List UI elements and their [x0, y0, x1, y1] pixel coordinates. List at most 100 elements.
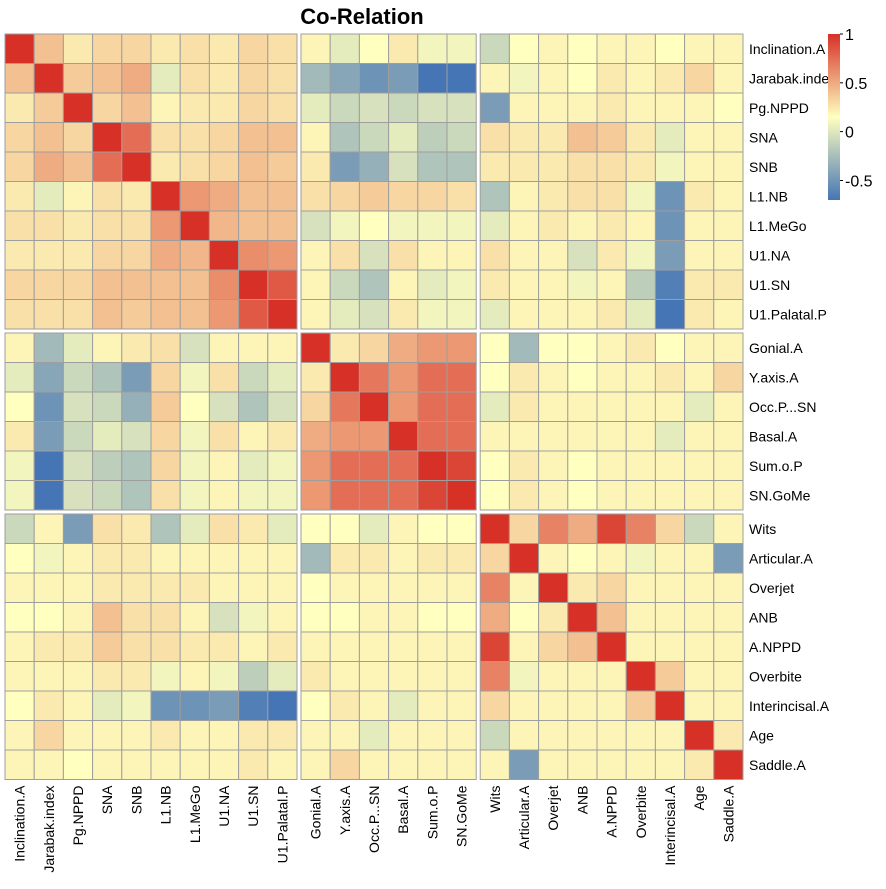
heatmap-cell — [329, 480, 360, 511]
heatmap-cell — [625, 720, 656, 751]
heatmap-cell — [92, 122, 123, 153]
heatmap-cell — [567, 181, 598, 212]
heatmap-cell — [121, 513, 152, 544]
heatmap-cell — [388, 513, 419, 544]
heatmap-cell — [654, 450, 686, 481]
heatmap-cell — [446, 391, 477, 422]
heatmap-cell — [446, 122, 477, 153]
row-label: SN.GoMe — [749, 487, 811, 503]
heatmap-cell — [538, 299, 569, 330]
heatmap-cell — [121, 332, 152, 363]
heatmap-cell — [479, 269, 510, 300]
heatmap-cell — [596, 421, 627, 452]
heatmap-cell — [4, 631, 35, 662]
heatmap-cell — [208, 480, 240, 511]
heatmap-cell — [508, 572, 540, 603]
heatmap-cell — [417, 63, 448, 94]
heatmap-cell — [329, 450, 360, 481]
heatmap-cell — [625, 269, 656, 300]
heatmap-cell — [329, 92, 360, 123]
heatmap-cell — [508, 299, 540, 330]
heatmap-cell — [4, 421, 35, 452]
heatmap-cell — [625, 33, 656, 64]
row-label: Gonial.A — [749, 340, 803, 356]
heatmap-cell — [33, 480, 64, 511]
chart-title: Co-Relation — [300, 4, 423, 29]
heatmap-cell — [654, 63, 686, 94]
heatmap-cell — [508, 513, 540, 544]
heatmap-cell — [238, 513, 269, 544]
heatmap-cell — [267, 631, 298, 662]
heatmap-cell — [179, 690, 210, 721]
heatmap-cell — [150, 269, 181, 300]
heatmap-cell — [684, 749, 715, 780]
heatmap-cells — [4, 33, 744, 780]
heatmap-cell — [446, 690, 477, 721]
heatmap-cell — [388, 33, 419, 64]
heatmap-cell — [388, 421, 419, 452]
heatmap-cell — [329, 33, 360, 64]
heatmap-cell — [300, 210, 331, 241]
heatmap-cell — [684, 421, 715, 452]
heatmap-cell — [238, 421, 269, 452]
heatmap-cell — [62, 631, 94, 662]
heatmap-cell — [238, 122, 269, 153]
heatmap-cell — [238, 299, 269, 330]
heatmap-cell — [150, 450, 181, 481]
heatmap-cell — [538, 210, 569, 241]
heatmap-cell — [358, 480, 390, 511]
heatmap-cell — [508, 602, 540, 633]
heatmap-cell — [150, 362, 181, 393]
heatmap-cell — [150, 572, 181, 603]
heatmap-cell — [508, 391, 540, 422]
heatmap-cell — [329, 513, 360, 544]
heatmap-cell — [179, 33, 210, 64]
heatmap-cell — [538, 181, 569, 212]
heatmap-cell — [713, 690, 744, 721]
row-label: Inclination.A — [749, 41, 826, 57]
heatmap-cell — [479, 63, 510, 94]
heatmap-cell — [208, 299, 240, 330]
heatmap-cell — [713, 602, 744, 633]
heatmap-cell — [62, 690, 94, 721]
heatmap-cell — [92, 299, 123, 330]
heatmap-cell — [596, 572, 627, 603]
heatmap-cell — [179, 543, 210, 574]
heatmap-cell — [92, 181, 123, 212]
heatmap-cell — [33, 210, 64, 241]
heatmap-cell — [654, 362, 686, 393]
heatmap-cell — [238, 450, 269, 481]
row-label: L1.MeGo — [749, 218, 807, 234]
heatmap-cell — [479, 602, 510, 633]
heatmap-cell — [267, 572, 298, 603]
heatmap-cell — [446, 513, 477, 544]
heatmap-cell — [329, 631, 360, 662]
heatmap-cell — [567, 122, 598, 153]
heatmap-cell — [684, 151, 715, 182]
heatmap-cell — [150, 690, 181, 721]
heatmap-cell — [238, 92, 269, 123]
heatmap-cell — [208, 543, 240, 574]
heatmap-cell — [267, 299, 298, 330]
heatmap-cell — [329, 362, 360, 393]
heatmap-cell — [150, 63, 181, 94]
heatmap-cell — [567, 33, 598, 64]
heatmap-cell — [358, 572, 390, 603]
heatmap-cell — [713, 92, 744, 123]
heatmap-cell — [508, 332, 540, 363]
heatmap-cell — [62, 720, 94, 751]
heatmap-cell — [300, 332, 331, 363]
row-label: Interincisal.A — [749, 698, 830, 714]
heatmap-cell — [358, 513, 390, 544]
heatmap-cell — [479, 690, 510, 721]
heatmap-cell — [300, 480, 331, 511]
heatmap-cell — [358, 720, 390, 751]
heatmap-cell — [150, 749, 181, 780]
heatmap-cell — [567, 240, 598, 271]
heatmap-cell — [508, 33, 540, 64]
heatmap-cell — [567, 720, 598, 751]
heatmap-cell — [388, 362, 419, 393]
heatmap-cell — [238, 33, 269, 64]
heatmap-cell — [4, 299, 35, 330]
heatmap-cell — [654, 332, 686, 363]
